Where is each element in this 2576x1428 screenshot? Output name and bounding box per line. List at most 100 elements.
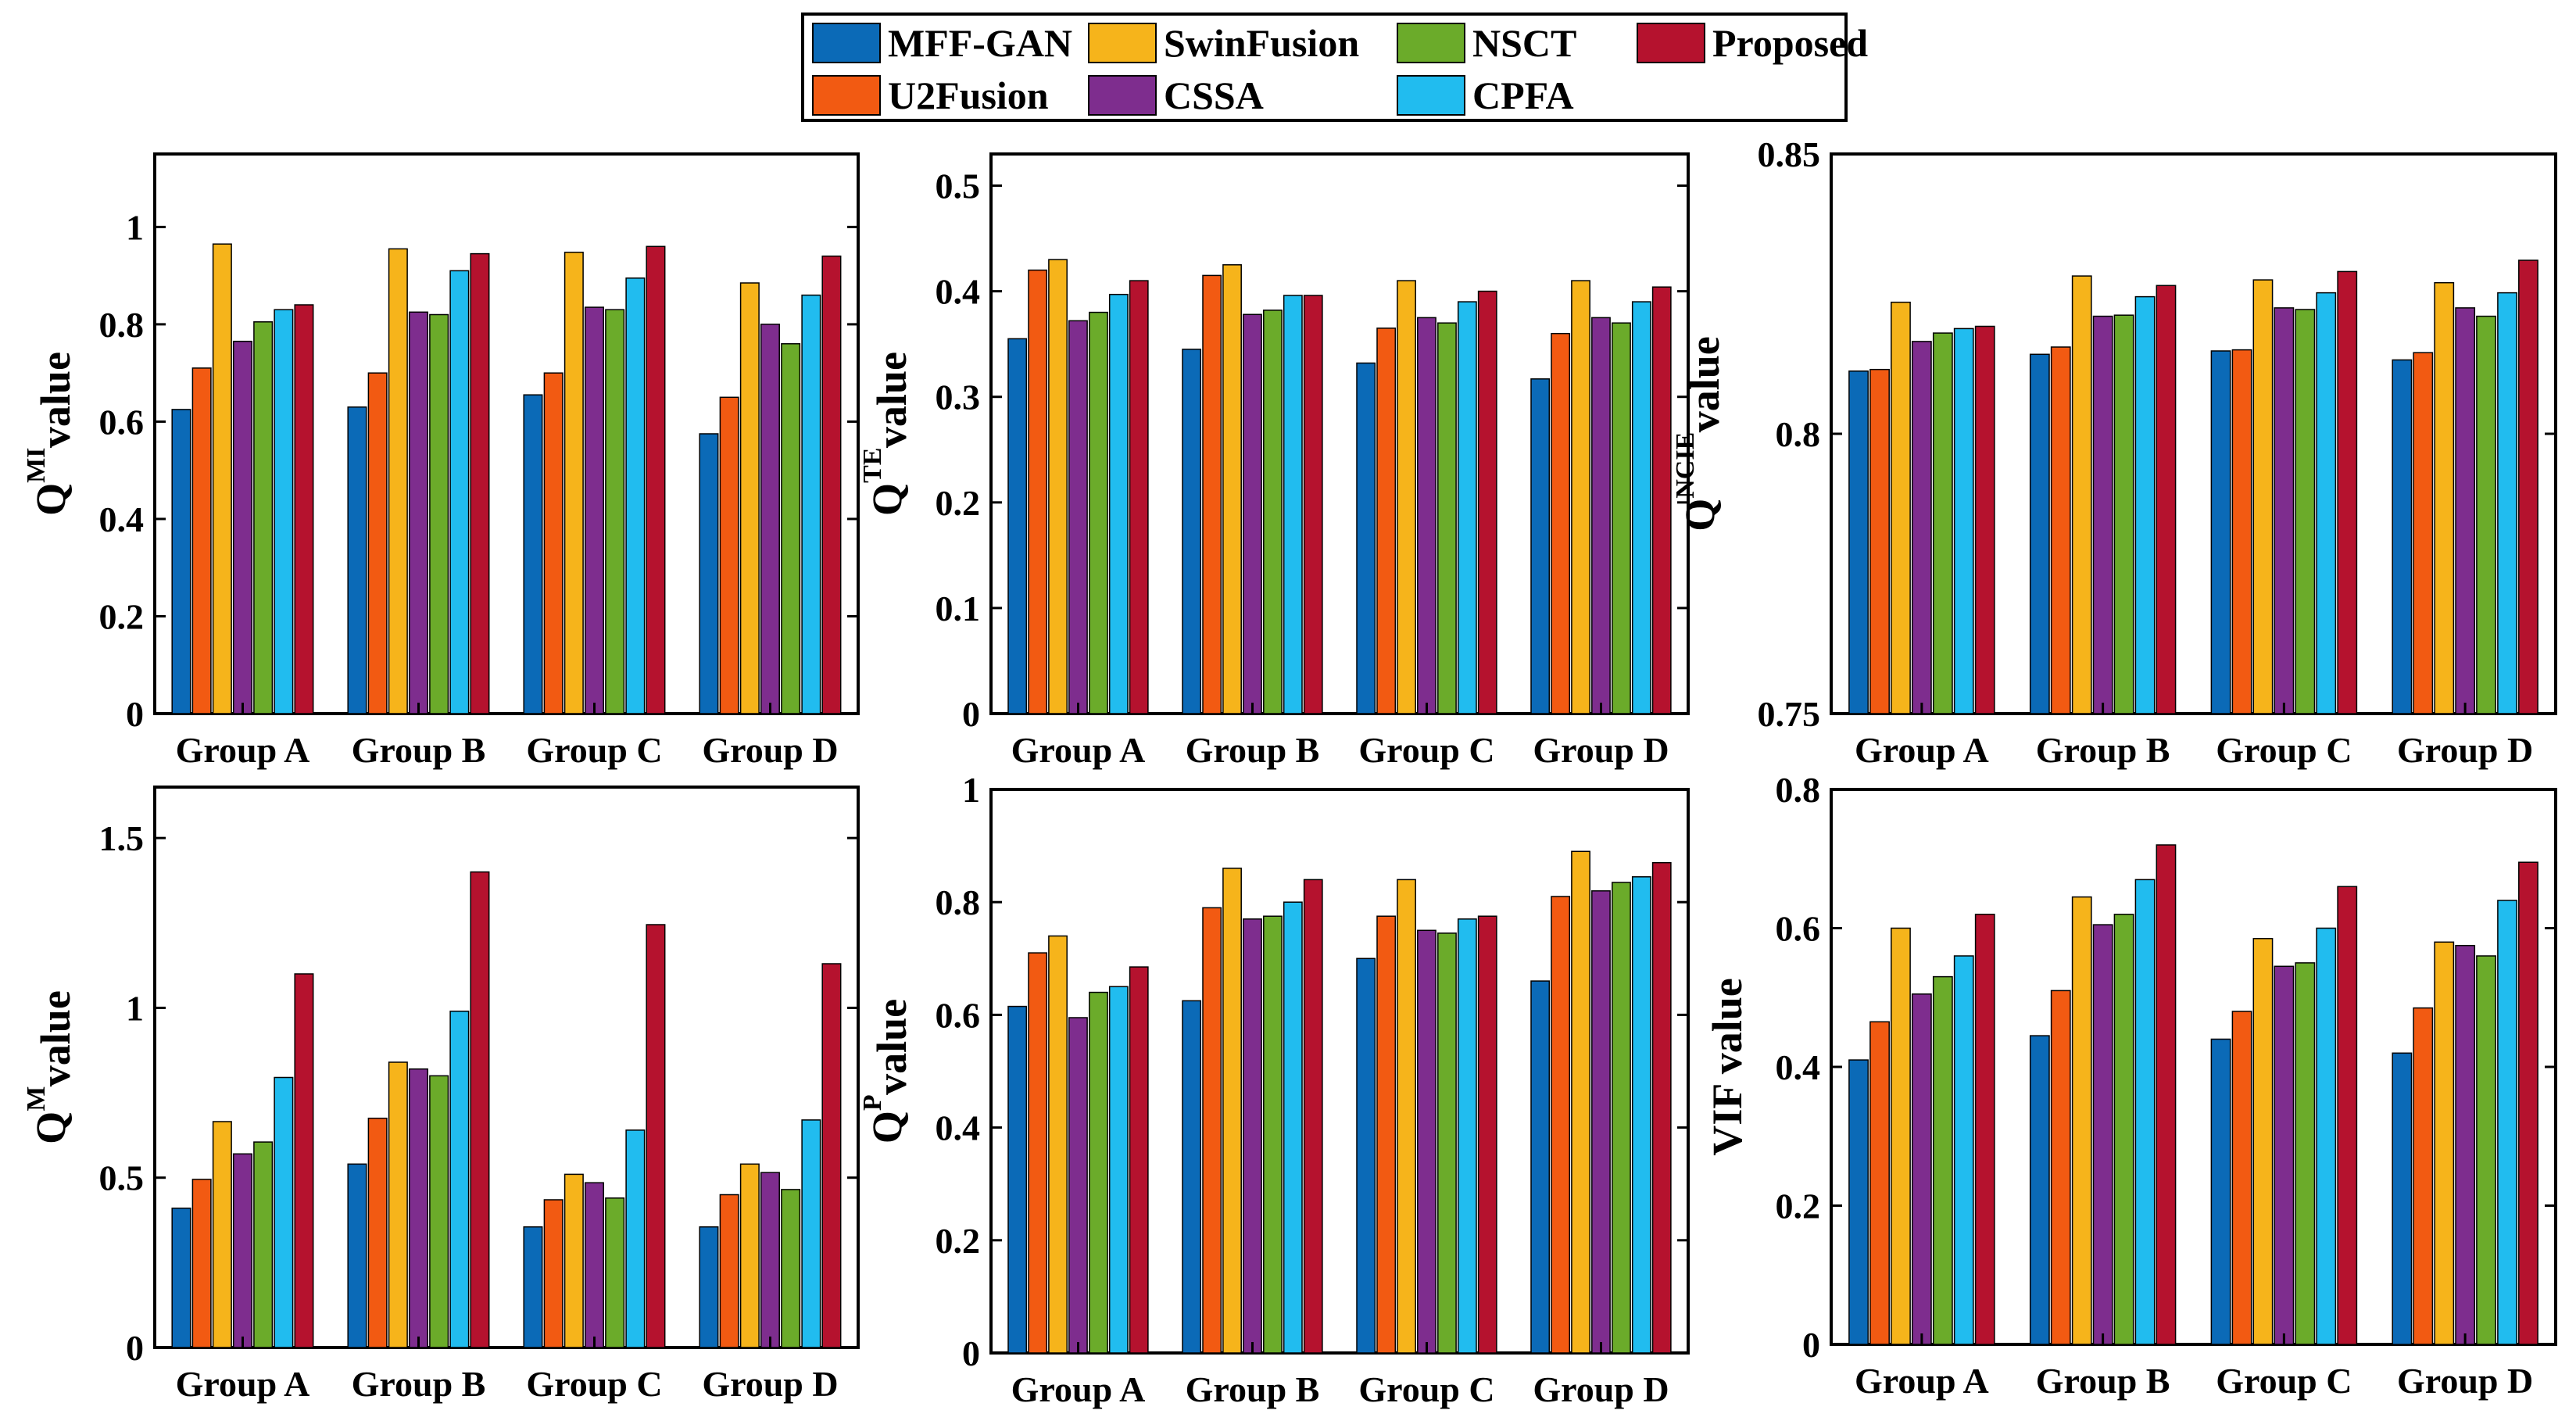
y-tick-label: 0.2	[99, 596, 145, 636]
legend-label-cssa: CSSA	[1164, 73, 1264, 117]
bar-proposed-group-c	[2337, 886, 2358, 1345]
y-tick-label: 0.6	[936, 995, 981, 1035]
bar-nsct-group-d	[781, 343, 801, 714]
bar-u2fusion-group-b	[2050, 990, 2071, 1345]
bar-cpfa-group-b	[1283, 295, 1303, 714]
y-tick-label: 1	[126, 988, 144, 1028]
x-tick-label-group-d: Group D	[2397, 1361, 2533, 1401]
bar-cpfa-group-b	[2134, 879, 2156, 1345]
x-tick-label-group-b: Group B	[2036, 1361, 2170, 1401]
bar-u2fusion-group-d	[2413, 352, 2434, 714]
x-tick-label-group-d: Group D	[1533, 1369, 1669, 1409]
bar-swinfusion-group-b	[1222, 264, 1242, 714]
bar-cpfa-group-c	[1457, 301, 1477, 714]
bar-u2fusion-group-a	[191, 367, 212, 714]
bar-cpfa-group-d	[2497, 292, 2517, 714]
bar-cpfa-group-d	[2497, 900, 2517, 1345]
bar-nsct-group-c	[2295, 309, 2316, 714]
bar-cssa-group-a	[232, 340, 252, 714]
y-tick-label: 0.2	[936, 1221, 981, 1261]
bar-proposed-group-c	[2337, 270, 2358, 714]
plot-area-frame	[989, 788, 1690, 1355]
x-tick-label-group-c: Group C	[2216, 730, 2352, 770]
bar-proposed-group-b	[2156, 844, 2177, 1345]
bar-cpfa-group-a	[1108, 293, 1129, 714]
bar-cpfa-group-a	[1108, 986, 1129, 1354]
bar-mff-gan-group-d	[699, 1226, 719, 1348]
y-axis-label-sub: value	[32, 352, 79, 459]
y-tick-label: 0.5	[99, 1158, 145, 1198]
y-tick-label: 1.5	[99, 818, 145, 858]
bar-cpfa-group-b	[2134, 295, 2156, 714]
y-tick-label: 0.3	[936, 378, 981, 417]
bar-mff-gan-group-d	[1530, 378, 1551, 714]
bar-swinfusion-group-c	[1397, 879, 1416, 1354]
y-axis-label-sub: value	[868, 999, 915, 1106]
bar-cssa-group-a	[1068, 1017, 1088, 1354]
y-tick-label: 1	[962, 770, 980, 810]
bar-cssa-group-d	[2455, 944, 2476, 1345]
bar-u2fusion-group-c	[1376, 327, 1397, 714]
bar-cssa-group-d	[1591, 317, 1611, 714]
bar-proposed-group-b	[2156, 285, 2177, 714]
bar-nsct-group-a	[1932, 975, 1953, 1345]
bar-cssa-group-a	[232, 1153, 252, 1348]
bar-cssa-group-d	[2455, 307, 2476, 714]
bar-proposed-group-c	[1477, 915, 1497, 1354]
bar-mff-gan-group-b	[1182, 1000, 1202, 1354]
bar-mff-gan-group-a	[1007, 338, 1028, 714]
bar-nsct-group-c	[2295, 962, 2316, 1345]
x-tick-label-group-a: Group A	[1855, 730, 1989, 770]
y-tick-label: 0.75	[1758, 694, 1821, 734]
bar-cssa-group-c	[584, 306, 604, 714]
bar-swinfusion-group-a	[1048, 259, 1068, 714]
x-tick-label-group-a: Group A	[176, 730, 310, 770]
bar-mff-gan-group-c	[2210, 1038, 2231, 1345]
bar-proposed-group-a	[1974, 914, 1995, 1345]
bar-u2fusion-group-a	[1869, 368, 1890, 714]
bar-u2fusion-group-a	[1028, 269, 1048, 714]
bar-mff-gan-group-d	[699, 433, 719, 714]
bar-cssa-group-b	[1243, 313, 1262, 714]
bar-cssa-group-d	[1591, 890, 1611, 1354]
bar-u2fusion-group-c	[543, 1199, 564, 1348]
y-tick-label: 0.4	[99, 499, 145, 539]
bar-nsct-group-b	[1263, 310, 1283, 714]
y-axis-label-main: Q	[27, 1111, 74, 1144]
bar-cpfa-group-c	[2316, 292, 2337, 714]
bar-cssa-group-b	[2092, 924, 2113, 1345]
bar-cpfa-group-c	[625, 1129, 646, 1348]
bar-nsct-group-c	[1437, 322, 1457, 714]
bar-nsct-group-b	[1263, 915, 1283, 1354]
bar-swinfusion-group-c	[2252, 279, 2274, 714]
bar-mff-gan-group-b	[1182, 349, 1202, 714]
chart-6: 0 0.2 0.4 0.6 0.8 Group A Group B Group C Group …	[1704, 770, 2557, 1401]
bar-nsct-group-b	[2113, 314, 2134, 714]
bar-u2fusion-group-c	[1376, 915, 1397, 1354]
bar-cpfa-group-a	[274, 309, 294, 714]
y-tick-label: 0.8	[1776, 770, 1821, 810]
bar-swinfusion-group-d	[739, 282, 760, 714]
chart-1: 0 0.2 0.4 0.6 0.8 1 Group A Group B Group C Group…	[22, 152, 860, 770]
bar-nsct-group-b	[429, 313, 449, 714]
bar-nsct-group-b	[2113, 914, 2134, 1345]
y-tick-label: 0	[126, 1328, 144, 1368]
bar-cssa-group-c	[2274, 307, 2295, 714]
bar-nsct-group-a	[253, 321, 274, 714]
y-tick-label: 0.5	[936, 166, 981, 206]
y-tick-label: 1	[126, 207, 144, 247]
legend-label-nsct: NSCT	[1472, 21, 1576, 65]
bar-cssa-group-c	[1417, 317, 1436, 714]
x-tick-label-group-a: Group A	[1011, 730, 1146, 770]
y-axis-label-sub: value	[1704, 978, 1751, 1085]
x-tick-label-group-d: Group D	[702, 1364, 838, 1404]
bar-proposed-group-c	[1477, 290, 1497, 714]
bar-cpfa-group-d	[801, 294, 821, 714]
bar-cssa-group-c	[584, 1182, 604, 1348]
y-tick-label: 0.6	[99, 402, 145, 442]
legend-label-proposed: Proposed	[1712, 21, 1868, 65]
legend-label-cpfa: CPFA	[1472, 73, 1574, 117]
legend-swatch-proposed	[1637, 23, 1705, 63]
y-tick-label: 0.8	[936, 882, 981, 922]
y-axis-label-sup: P	[858, 1094, 887, 1111]
